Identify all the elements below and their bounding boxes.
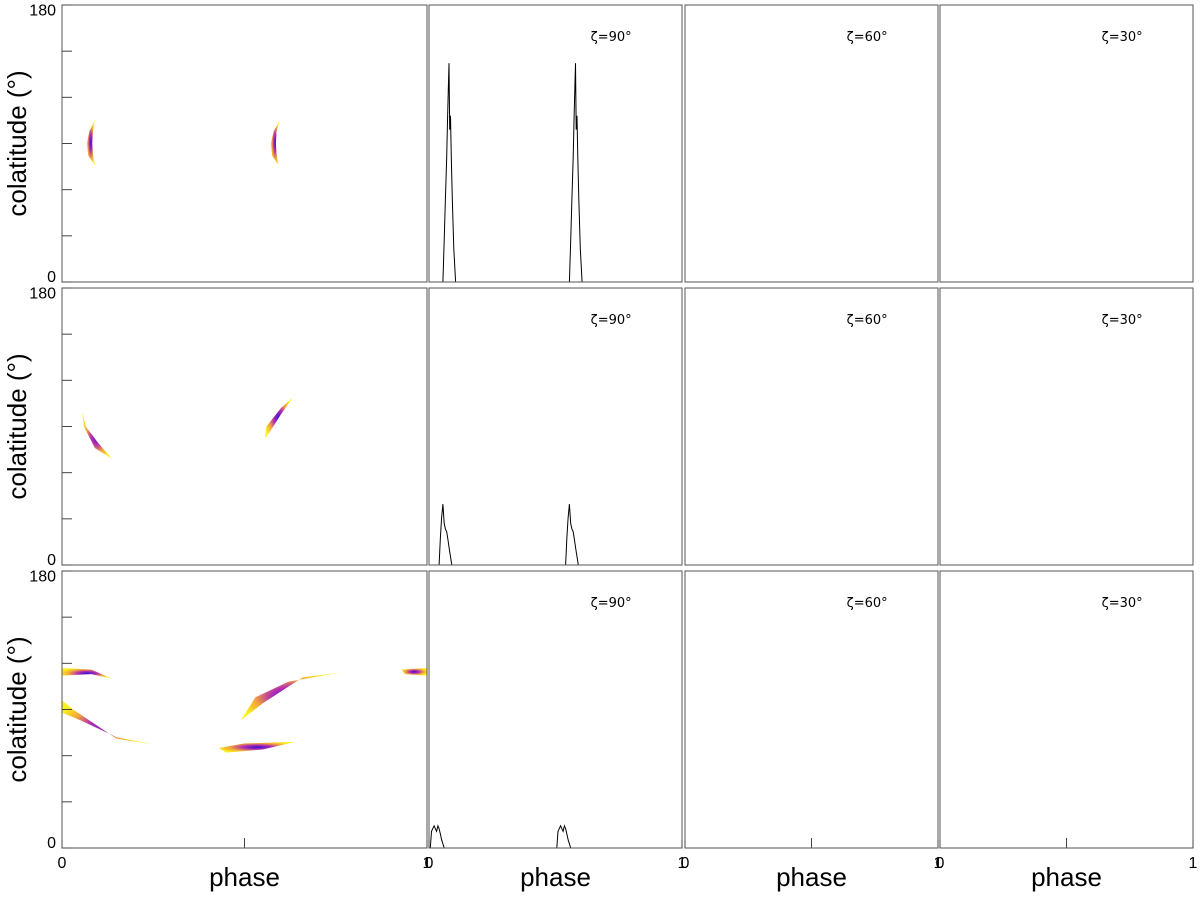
zeta-annotation: ζ=90° [591,30,632,45]
x-axis-label: phase [1031,862,1102,892]
emission-region [82,412,112,459]
y-axis-label: colatitude (°) [2,353,32,499]
zeta-annotation: ζ=30° [1102,30,1143,45]
panel-frame [61,4,428,283]
y-tick-label: 180 [29,2,56,19]
zeta-annotation: ζ=30° [1102,596,1143,611]
x-tick-label: 0 [425,855,434,872]
y-axis-label: colatitude (°) [2,636,32,782]
x-axis-label: phase [776,862,847,892]
profile-line [438,504,453,566]
y-tick-label: 0 [47,269,56,286]
zeta-annotation: ζ=60° [847,596,888,611]
profile-line [442,63,457,283]
x-axis-label: phase [520,862,591,892]
emission-region [264,397,293,439]
x-tick-label: 1 [678,855,687,872]
panel-frame [684,570,939,849]
zeta-annotation: ζ=30° [1102,313,1143,328]
x-tick-label: 1 [423,855,432,872]
panel-frame [428,287,683,566]
emission-region [86,120,95,165]
panel-frame [684,4,939,283]
panel-frame [61,287,428,566]
panel-frame [428,570,683,849]
panel-frame [939,287,1194,566]
zeta-annotation: ζ=60° [847,30,888,45]
profile-line [565,504,579,566]
x-tick-label: 0 [936,855,945,872]
y-tick-label: 180 [29,285,56,302]
x-tick-label: 1 [934,855,943,872]
zeta-annotation: ζ=60° [847,313,888,328]
x-axis-label: phase [209,862,280,892]
profile-line [556,824,572,849]
x-tick-label: 1 [1189,855,1198,872]
panel-frame [939,4,1194,283]
panel-frame [939,570,1194,849]
emission-region [270,120,280,165]
y-tick-label: 0 [47,552,56,569]
y-tick-label: 0 [47,835,56,852]
profile-line [568,63,583,283]
x-tick-label: 0 [681,855,690,872]
profile-line [429,824,445,849]
emission-region [240,672,340,721]
zeta-annotation: ζ=90° [591,596,632,611]
emission-region [218,741,296,753]
y-tick-label: 180 [29,568,56,585]
panel-frame [684,287,939,566]
x-tick-label: 0 [58,855,67,872]
y-axis-label: colatitude (°) [2,70,32,216]
emission-region [62,668,112,679]
panel-frame [428,4,683,283]
emission-region [401,668,427,676]
panel-frame [61,570,428,849]
emission-region [62,700,156,745]
zeta-annotation: ζ=90° [591,313,632,328]
